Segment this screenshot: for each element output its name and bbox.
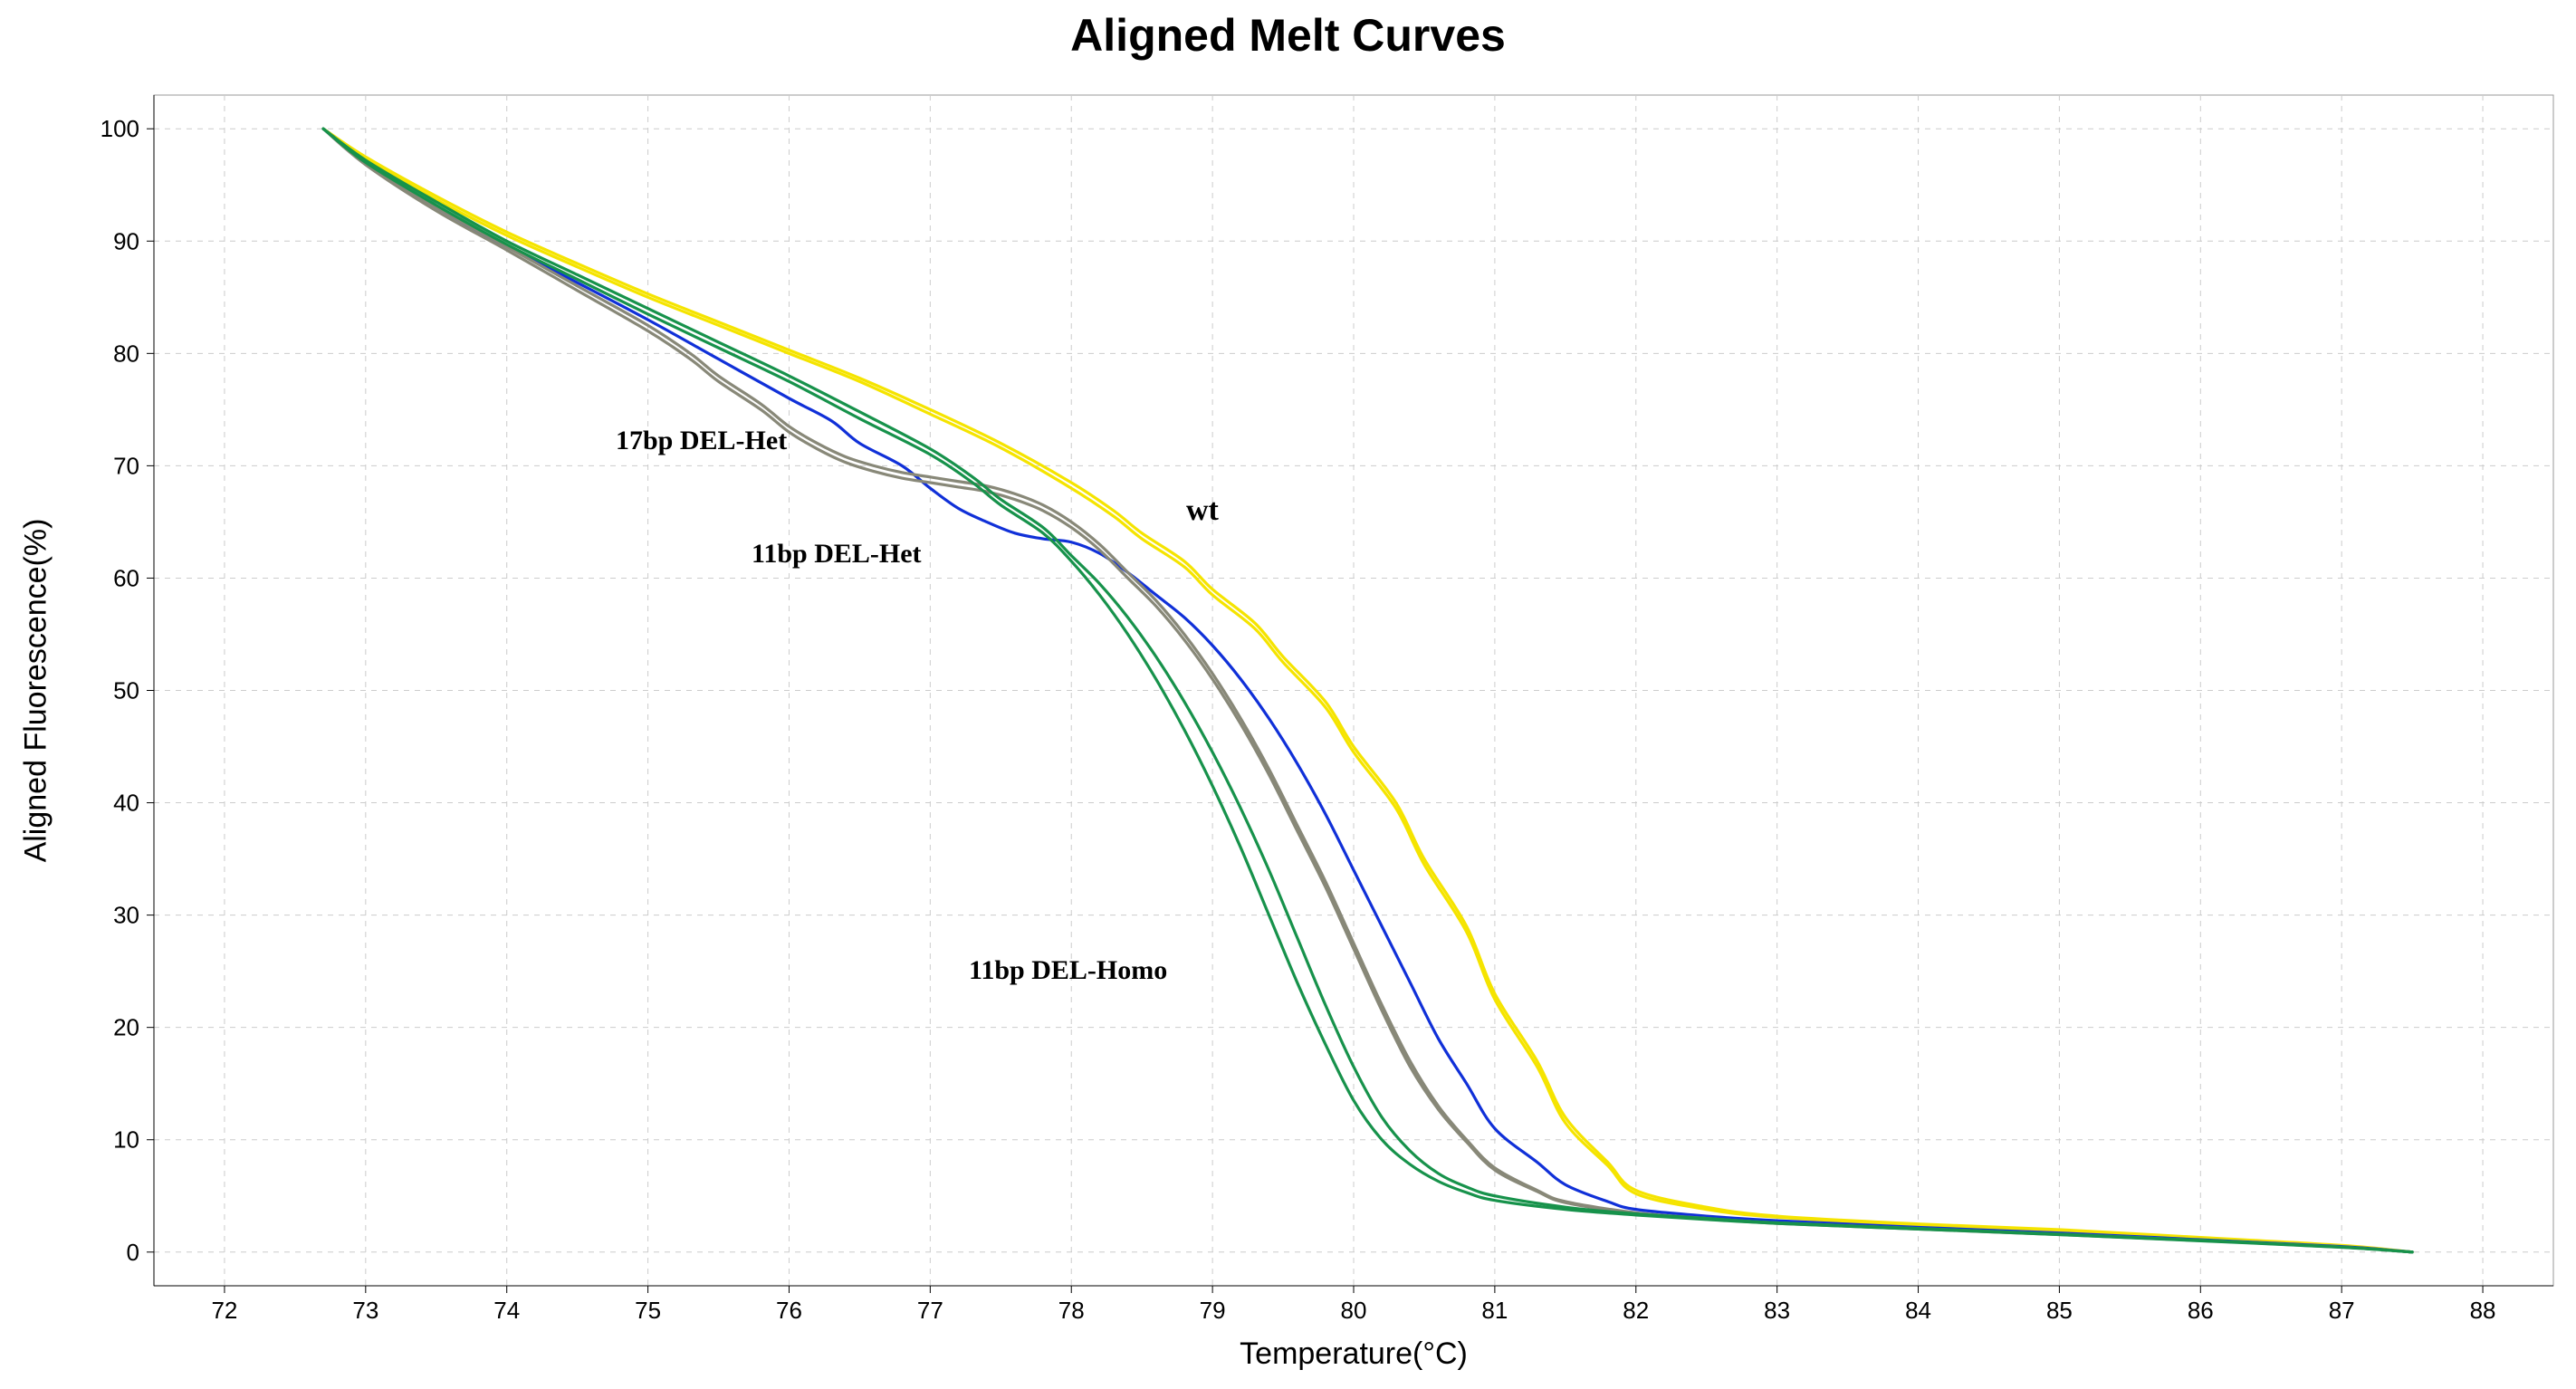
- x-axis-label: Temperature(°C): [154, 1336, 2553, 1372]
- annotation-11bp-del-het: 11bp DEL-Het: [752, 539, 922, 570]
- y-tick-label: 10: [113, 1126, 139, 1154]
- y-tick-label: 50: [113, 677, 139, 704]
- x-tick-label: 84: [1905, 1297, 1931, 1324]
- annotation-wt: wt: [1186, 493, 1219, 528]
- x-tick-label: 85: [2046, 1297, 2073, 1324]
- y-tick-label: 40: [113, 790, 139, 817]
- x-tick-label: 72: [211, 1297, 237, 1324]
- x-tick-label: 77: [917, 1297, 943, 1324]
- y-tick-label: 100: [101, 115, 139, 142]
- x-tick-label: 83: [1764, 1297, 1790, 1324]
- x-tick-label: 86: [2188, 1297, 2214, 1324]
- annotation-17bp-del-het: 17bp DEL-Het: [616, 426, 787, 456]
- x-tick-label: 81: [1481, 1297, 1508, 1324]
- y-tick-label: 30: [113, 902, 139, 929]
- chart-svg: 72 73 74 75 76 77 78 79 80 81 82 83 84 85 86 87 88 0 10 20 3…: [0, 0, 2576, 1389]
- x-tick-label: 76: [776, 1297, 802, 1324]
- y-tick-label: 70: [113, 452, 139, 479]
- y-tick-label: 90: [113, 227, 139, 254]
- y-tick-label: 60: [113, 564, 139, 591]
- x-tick-label: 78: [1058, 1297, 1085, 1324]
- x-tick-label: 79: [1200, 1297, 1226, 1324]
- x-tick-label: 88: [2470, 1297, 2496, 1324]
- x-tick-label: 87: [2329, 1297, 2355, 1324]
- x-tick-label: 75: [635, 1297, 661, 1324]
- chart-container: Aligned Melt Curves 72737475767778798081…: [0, 0, 2576, 1389]
- x-tick-label: 73: [352, 1297, 378, 1324]
- x-tick-label: 80: [1341, 1297, 1367, 1324]
- annotation-11bp-del-homo: 11bp DEL-Homo: [969, 955, 1167, 986]
- x-tick-label: 74: [493, 1297, 520, 1324]
- y-tick-label: 0: [127, 1239, 139, 1266]
- y-tick-label: 80: [113, 340, 139, 367]
- y-axis-label: Aligned Fluorescence(%): [19, 509, 54, 871]
- y-tick-label: 20: [113, 1014, 139, 1041]
- x-tick-label: 82: [1623, 1297, 1649, 1324]
